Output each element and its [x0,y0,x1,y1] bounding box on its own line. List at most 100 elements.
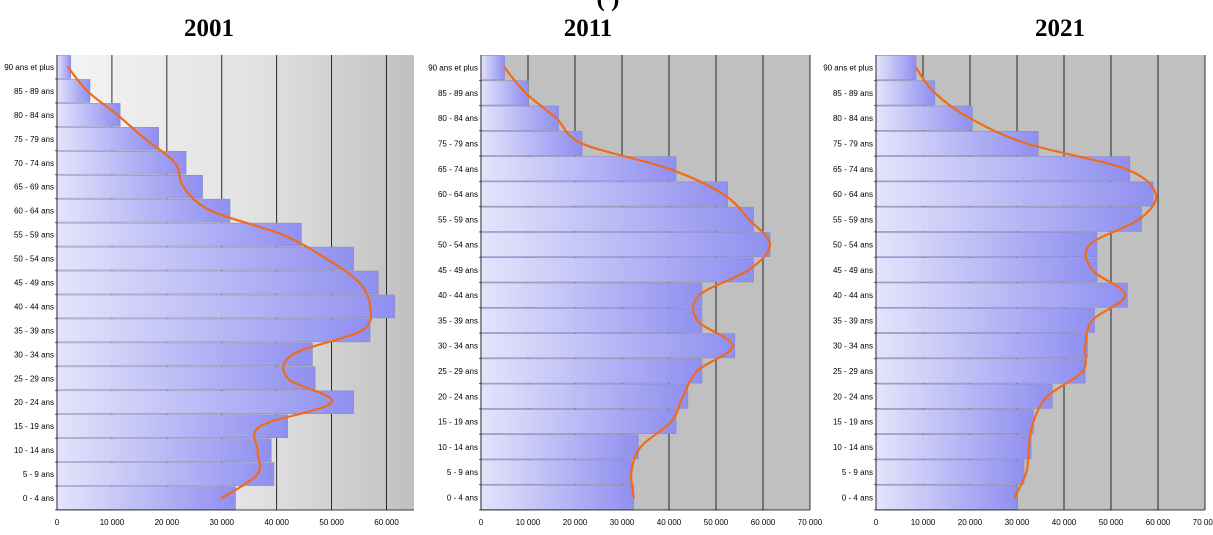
bar [56,79,91,103]
category-label: 75 - 79 ans [14,135,54,144]
bar [875,206,1142,232]
bar [480,232,771,258]
bar [875,333,1088,359]
category-label: 10 - 14 ans [14,446,54,455]
category-label: 85 - 89 ans [833,89,873,98]
category-label: 80 - 84 ans [833,114,873,123]
category-label: 80 - 84 ans [14,111,54,120]
category-label: 45 - 49 ans [438,266,478,275]
trend-curve [914,66,1158,499]
category-label: 65 - 74 ans [438,165,478,174]
bar [56,438,272,462]
category-label: 0 - 4 ans [447,493,478,502]
category-label: 55 - 59 ans [438,215,478,224]
x-tick-label: 60 000 [751,518,776,527]
x-tick-label: 30 000 [610,518,635,527]
x-tick-label: 10 000 [911,518,936,527]
category-label: 25 - 29 ans [833,367,873,376]
bar [56,198,231,223]
x-tick-label: 70 000 [1193,518,1213,527]
category-label: 90 ans et plus [428,64,478,73]
category-label: 5 - 9 ans [447,468,478,477]
x-tick-label: 30 000 [210,518,235,527]
header-partial-title: ( ) [597,0,620,12]
bar [480,55,505,81]
bar [480,434,639,460]
category-label: 20 - 24 ans [438,392,478,401]
chart-panel-2001: 2001 0 - 4 ans 5 - 9 ans 10 - 14 ans 15 - 1… [4,15,414,527]
category-label: 90 ans et plus [823,64,873,73]
category-label: 15 - 19 ans [833,418,873,427]
x-tick-label: 40 000 [1052,518,1077,527]
bar [480,358,703,384]
bar [480,484,635,510]
x-tick-label: 20 000 [563,518,588,527]
bar [875,484,1018,510]
category-label: 20 - 24 ans [833,392,873,401]
category-label: 65 - 69 ans [14,183,54,192]
category-label: 60 - 64 ans [438,190,478,199]
bar [480,181,729,207]
bar [875,459,1025,485]
category-label: 85 - 89 ans [438,89,478,98]
category-label: 10 - 14 ans [438,443,478,452]
bar [875,282,1128,308]
category-label: 35 - 39 ans [438,316,478,325]
category-label: 40 - 44 ans [14,302,54,311]
bar [480,80,529,106]
category-label: 50 - 54 ans [14,255,54,264]
category-label: 25 - 29 ans [438,367,478,376]
category-label: 50 - 54 ans [833,241,873,250]
x-tick-label: 10 000 [516,518,541,527]
category-label: 35 - 39 ans [833,316,873,325]
category-label: 35 - 39 ans [14,326,54,335]
category-label: 30 - 34 ans [833,342,873,351]
category-label: 70 - 74 ans [14,159,54,168]
category-label: 55 - 59 ans [14,231,54,240]
bar [56,318,371,343]
bar [56,366,316,391]
chart-title: 2011 [564,15,613,42]
category-label: 80 - 84 ans [438,114,478,123]
category-label: 40 - 44 ans [833,291,873,300]
category-label: 45 - 49 ans [14,279,54,288]
trend-curve [503,66,772,499]
chart-panel-2021: 2021 0 - 4 ans 5 - 9 ans 10 - 14 ans 15 - 1… [823,15,1213,527]
bar [56,246,354,271]
plot-area [876,55,1205,510]
bar [56,270,379,295]
bar [875,434,1032,460]
bar [875,156,1131,182]
bar [480,282,703,308]
bar [875,409,1034,434]
x-tick-label: 60 000 [374,518,399,527]
x-tick-label: 0 [874,518,879,527]
category-label: 5 - 9 ans [842,468,873,477]
chart-title: 2001 [184,15,234,42]
bar [480,333,736,359]
category-label: 55 - 59 ans [833,215,873,224]
x-tick-label: 30 000 [1005,518,1030,527]
trend-curve [66,65,373,500]
category-label: 45 - 49 ans [833,266,873,275]
category-label: 15 - 19 ans [14,422,54,431]
category-label: 75 - 79 ans [833,139,873,148]
category-label: 5 - 9 ans [23,470,54,479]
bar [875,55,917,81]
category-label: 15 - 19 ans [438,418,478,427]
x-tick-label: 50 000 [704,518,729,527]
category-label: 0 - 4 ans [842,493,873,502]
category-label: 65 - 74 ans [833,165,873,174]
category-label: 40 - 44 ans [438,291,478,300]
x-tick-label: 60 000 [1146,518,1171,527]
bar [875,181,1154,207]
plot-area [481,55,810,510]
category-label: 20 - 24 ans [14,398,54,407]
x-tick-label: 40 000 [657,518,682,527]
x-tick-label: 50 000 [319,518,344,527]
category-label: 90 ans et plus [4,63,54,72]
bar [56,294,396,319]
bar [56,486,236,510]
bar [480,257,754,283]
